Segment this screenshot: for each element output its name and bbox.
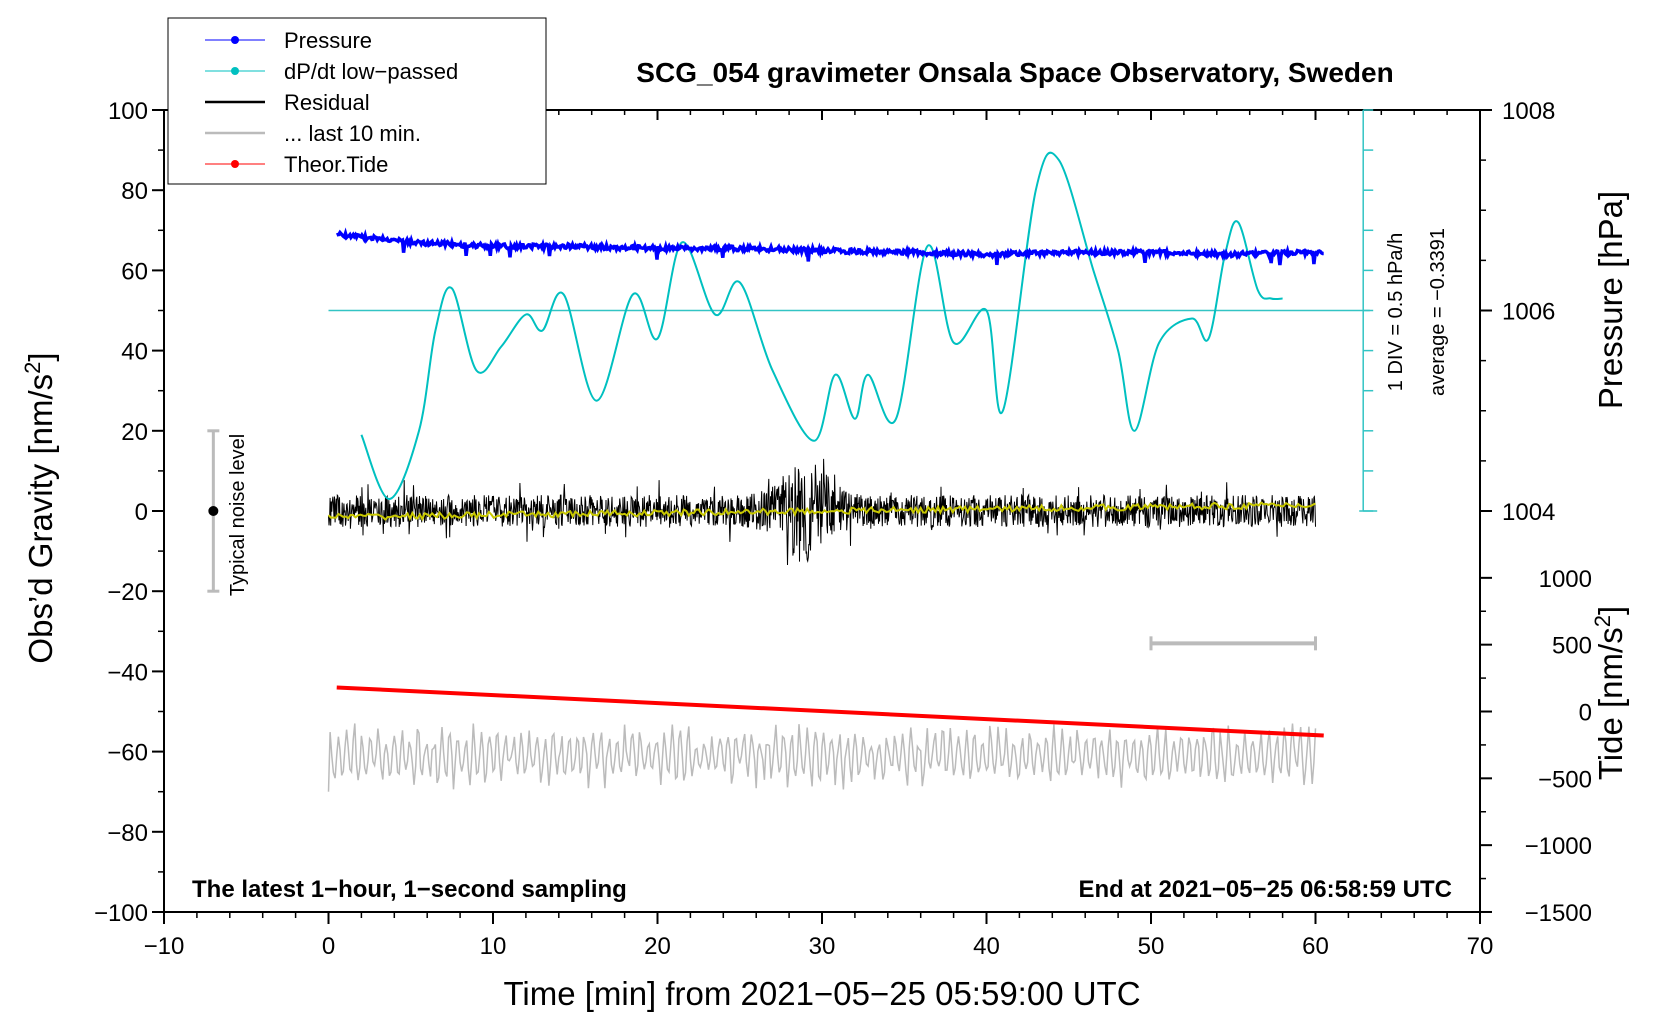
- noise-bar-center-dot: [208, 506, 219, 516]
- y-tick-label: 80: [121, 178, 148, 205]
- y-tick-label: 0: [135, 499, 148, 526]
- series-dpdt-line: [360, 151, 1283, 501]
- y-tick-label: −100: [94, 900, 148, 927]
- y-axis-title-tide-sup: 2: [1590, 615, 1615, 627]
- x-tick-label: 60: [1302, 933, 1329, 960]
- tide-tick-label: −500: [1538, 766, 1592, 793]
- chart-title: SCG_054 gravimeter Onsala Space Observat…: [636, 57, 1393, 88]
- series-residual-smoothed-line: [327, 501, 1316, 522]
- y-axis-title-left: Obs’d Gravity [nm/s2]: [20, 352, 59, 663]
- pressure-tick-label: 1006: [1502, 299, 1555, 326]
- y-tick-label: 20: [121, 419, 148, 446]
- series-tide-line: [336, 685, 1324, 738]
- series-last10-line: [327, 723, 1317, 792]
- series-pressure-line: [335, 227, 1324, 266]
- x-tick-label: 50: [1138, 933, 1165, 960]
- annotation-bottom-left: The latest 1−hour, 1−second sampling: [192, 876, 627, 903]
- legend-label: Pressure: [284, 28, 372, 53]
- legend: Pressure dP/dt low−passed Residual ... last…: [167, 17, 547, 185]
- y-tick-label: 100: [108, 98, 148, 125]
- legend-label: ... last 10 min.: [284, 121, 421, 146]
- tide-tick-label: −1000: [1525, 833, 1592, 860]
- y-axis-title-left-main: Obs’d Gravity [nm/s: [22, 374, 59, 664]
- y-tick-label: −20: [107, 579, 148, 606]
- x-axis-title: Time [min] from 2021−05−25 05:59:00 UTC: [503, 975, 1140, 1012]
- y-axis-title-pressure: Pressure [hPa]: [1592, 191, 1629, 409]
- dpdt-average-label: average = −0.3391: [1427, 228, 1449, 396]
- tide-tick-label: −1500: [1525, 900, 1592, 927]
- dpdt-scale-label: 1 DIV = 0.5 hPa/h: [1385, 233, 1407, 391]
- x-tick-label: −10: [144, 933, 185, 960]
- x-tick-label: 40: [973, 933, 1000, 960]
- legend-swatch-marker: [231, 67, 239, 75]
- annotation-bottom-right: End at 2021−05−25 06:58:59 UTC: [1078, 876, 1452, 903]
- y-axis-title-left-close: ]: [22, 352, 59, 361]
- x-tick-label: 0: [322, 933, 335, 960]
- y-tick-label: 60: [121, 258, 148, 285]
- grid-and-ticks: −10 0 10 20 30 40 50 60 70−100−80−60−40−20020406…: [94, 98, 1592, 960]
- y-tick-label: −80: [107, 820, 148, 847]
- x-tick-label: 20: [644, 933, 671, 960]
- legend-label: Residual: [284, 90, 370, 115]
- y-axis-title-tide-main: Tide [nm/s: [1592, 627, 1629, 780]
- legend-swatch-marker: [231, 36, 239, 44]
- legend-label: dP/dt low−passed: [284, 59, 458, 84]
- y-axis-title-tide: Tide [nm/s2]: [1590, 606, 1629, 780]
- legend-label: Theor.Tide: [284, 152, 388, 177]
- pressure-tick-label: 1004: [1502, 499, 1555, 526]
- y-axis-title-left-sup: 2: [20, 362, 45, 374]
- y-tick-label: −40: [107, 659, 148, 686]
- tide-tick-label: 0: [1579, 700, 1592, 727]
- tide-tick-label: 500: [1552, 633, 1592, 660]
- noise-label: Typical noise level: [227, 434, 249, 596]
- data-series: [207, 109, 1378, 792]
- tide-tick-label: 1000: [1539, 566, 1592, 593]
- legend-swatch-marker: [231, 160, 239, 168]
- x-tick-label: 30: [809, 933, 836, 960]
- x-tick-label: 70: [1467, 933, 1494, 960]
- y-axis-title-tide-close: ]: [1592, 606, 1629, 615]
- x-tick-label: 10: [480, 933, 507, 960]
- y-tick-label: 40: [121, 339, 148, 366]
- pressure-tick-label: 1008: [1502, 98, 1555, 125]
- y-tick-label: −60: [107, 740, 148, 767]
